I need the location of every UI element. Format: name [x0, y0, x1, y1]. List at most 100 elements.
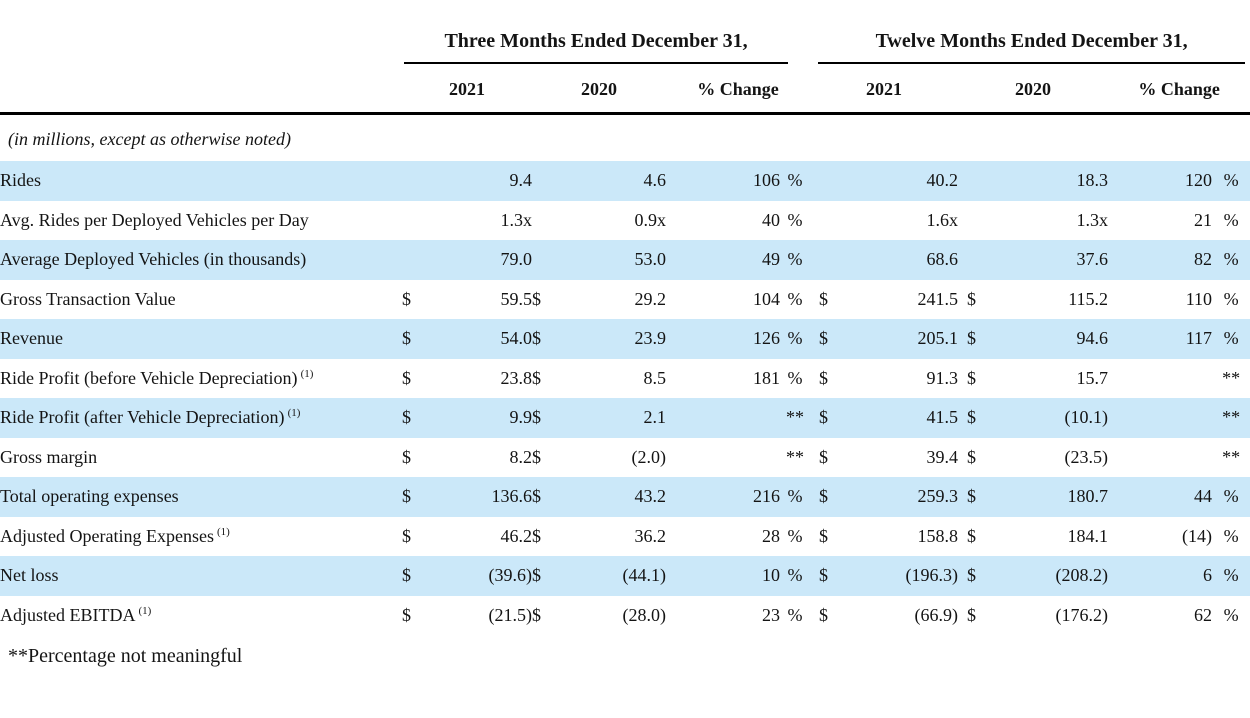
value-3mo-2020: 23.9 — [568, 319, 666, 359]
row-label-text: Adjusted EBITDA — [0, 604, 136, 625]
row-label-text: Adjusted Operating Expenses — [0, 525, 214, 546]
pct-sign-12mo: ** — [1222, 367, 1241, 388]
value-12mo-2020: (176.2) — [1055, 604, 1109, 625]
twelve-months-group-title: Twelve Months Ended December 31, — [818, 30, 1246, 64]
dollar-sign-12mo-2021: $ — [819, 604, 829, 625]
row-label-text: Gross margin — [0, 446, 98, 467]
unit-note: (in millions, except as otherwise noted) — [8, 129, 291, 149]
pct-sign-12mo: ** — [1212, 398, 1250, 438]
value-12mo-2020: 184.1 — [1067, 525, 1109, 546]
pct-change-3mo: 10 — [666, 556, 780, 596]
pct-sign-12mo: % — [1212, 240, 1250, 280]
pct-change-12mo: 44 — [1108, 477, 1213, 517]
value-12mo-2021: (196.3) — [850, 556, 959, 596]
value-3mo-2020: 43.2 — [568, 477, 666, 517]
table-row: Avg. Rides per Deployed Vehicles per Day… — [0, 201, 1250, 241]
value-3mo-2021: 9.9 — [436, 398, 532, 438]
value-12mo-2021: 158.8 — [917, 525, 959, 546]
dollar-sign-3mo-2021: $ — [402, 525, 411, 546]
pct-change-12mo: 82 — [1108, 240, 1213, 280]
value-3mo-2020: 4.6 — [568, 161, 666, 201]
table-row: Ride Profit (after Vehicle Depreciation)… — [0, 398, 1250, 438]
footnote: **Percentage not meaningful — [8, 645, 243, 667]
value-3mo-2020: 36.2 — [634, 525, 667, 546]
table-row: Adjusted Operating Expenses (1) $ 46.2 $ … — [0, 517, 1250, 557]
value-3mo-2020: 8.5 — [643, 367, 667, 388]
pct-change-3mo: 49 — [666, 240, 780, 280]
pct-sign-3mo: % — [787, 288, 803, 309]
pct-sign-12mo: % — [1212, 319, 1250, 359]
value-12mo-2020: (208.2) — [996, 556, 1109, 596]
footnote-ref: (1) — [138, 604, 152, 617]
col-header-12mo-2020: 2020 — [958, 64, 1109, 115]
dollar-sign-3mo-2021 — [402, 201, 436, 241]
dollar-sign-3mo-2020 — [532, 201, 568, 241]
table-row: Gross Transaction Value $ 59.5 $ 29.2 10… — [0, 280, 1250, 320]
pct-change-12mo: 120 — [1108, 161, 1213, 201]
value-3mo-2021: 8.2 — [509, 446, 533, 467]
dollar-sign-3mo-2020: $ — [532, 288, 541, 309]
value-3mo-2021: 1.3x — [500, 209, 533, 230]
label-column-spacer — [0, 0, 402, 64]
dollar-sign-3mo-2021: $ — [402, 556, 436, 596]
col-header-3mo-2021: 2021 — [402, 64, 532, 115]
pct-change-12mo: 110 — [1185, 288, 1213, 309]
dollar-sign-12mo-2020: $ — [967, 604, 977, 625]
col-header-12mo-pct-change: % Change — [1108, 64, 1250, 115]
dollar-sign-3mo-2020: $ — [532, 604, 541, 625]
table-row: Gross margin $ 8.2 $ (2.0) ** $ 39.4 $ (… — [0, 438, 1250, 478]
footnote-ref: (1) — [216, 525, 230, 538]
dollar-sign-12mo-2020: $ — [967, 446, 977, 467]
dollar-sign-3mo-2021 — [402, 161, 436, 201]
pct-change-12mo: 6 — [1108, 556, 1213, 596]
dollar-sign-3mo-2021: $ — [402, 446, 411, 467]
pct-sign-12mo: % — [1223, 288, 1239, 309]
dollar-sign-3mo-2021: $ — [402, 367, 411, 388]
value-12mo-2020: 15.7 — [1076, 367, 1109, 388]
pct-change-3mo: 106 — [666, 161, 780, 201]
pct-sign-12mo: % — [1212, 556, 1250, 596]
value-3mo-2021: 46.2 — [500, 525, 533, 546]
row-label-text: Gross Transaction Value — [0, 288, 176, 309]
dollar-sign-12mo-2021 — [810, 161, 851, 201]
pct-change-3mo: 23 — [762, 604, 780, 625]
dollar-sign-3mo-2021: $ — [402, 288, 411, 309]
dollar-sign-3mo-2021: $ — [402, 477, 436, 517]
value-12mo-2020: 18.3 — [996, 161, 1109, 201]
pct-change-3mo: 104 — [753, 288, 780, 309]
dollar-sign-12mo-2021: $ — [819, 288, 829, 309]
row-label: Rides — [0, 161, 402, 201]
row-label: Total operating expenses — [0, 477, 402, 517]
value-12mo-2021: (66.9) — [914, 604, 959, 625]
pct-change-3mo: 40 — [762, 209, 780, 230]
row-label: Avg. Rides per Deployed Vehicles per Day — [0, 201, 402, 241]
pct-sign-3mo: % — [787, 525, 803, 546]
row-label-text: Revenue — [0, 328, 63, 349]
value-12mo-2020: 1.3x — [1076, 209, 1109, 230]
value-3mo-2021: 136.6 — [436, 477, 532, 517]
value-3mo-2020: 29.2 — [634, 288, 667, 309]
pct-change-3mo — [666, 438, 780, 478]
table-row: Total operating expenses $ 136.6 $ 43.2 … — [0, 477, 1250, 517]
dollar-sign-3mo-2020: $ — [532, 477, 568, 517]
pct-change-3mo: 126 — [666, 319, 780, 359]
pct-sign-3mo: % — [780, 319, 811, 359]
dollar-sign-3mo-2020: $ — [532, 525, 541, 546]
value-3mo-2020: (2.0) — [631, 446, 667, 467]
dollar-sign-12mo-2020: $ — [958, 398, 997, 438]
value-12mo-2021: 259.3 — [850, 477, 959, 517]
value-3mo-2021: 23.8 — [500, 367, 533, 388]
value-12mo-2021: 1.6x — [926, 209, 959, 230]
row-label-text: Ride Profit (after Vehicle Depreciation) — [0, 407, 285, 428]
pct-sign-12mo: ** — [1222, 446, 1241, 467]
dollar-sign-12mo-2021: $ — [810, 477, 851, 517]
period-group-header-row: Three Months Ended December 31, Twelve M… — [0, 0, 1250, 64]
row-label: Net loss — [0, 556, 402, 596]
value-12mo-2021: 39.4 — [926, 446, 959, 467]
pct-sign-12mo: % — [1223, 209, 1239, 230]
col-header-3mo-pct-change: % Change — [666, 64, 811, 115]
dollar-sign-3mo-2020: $ — [532, 446, 541, 467]
pct-change-3mo: 28 — [762, 525, 780, 546]
value-3mo-2021: 9.4 — [436, 161, 532, 201]
